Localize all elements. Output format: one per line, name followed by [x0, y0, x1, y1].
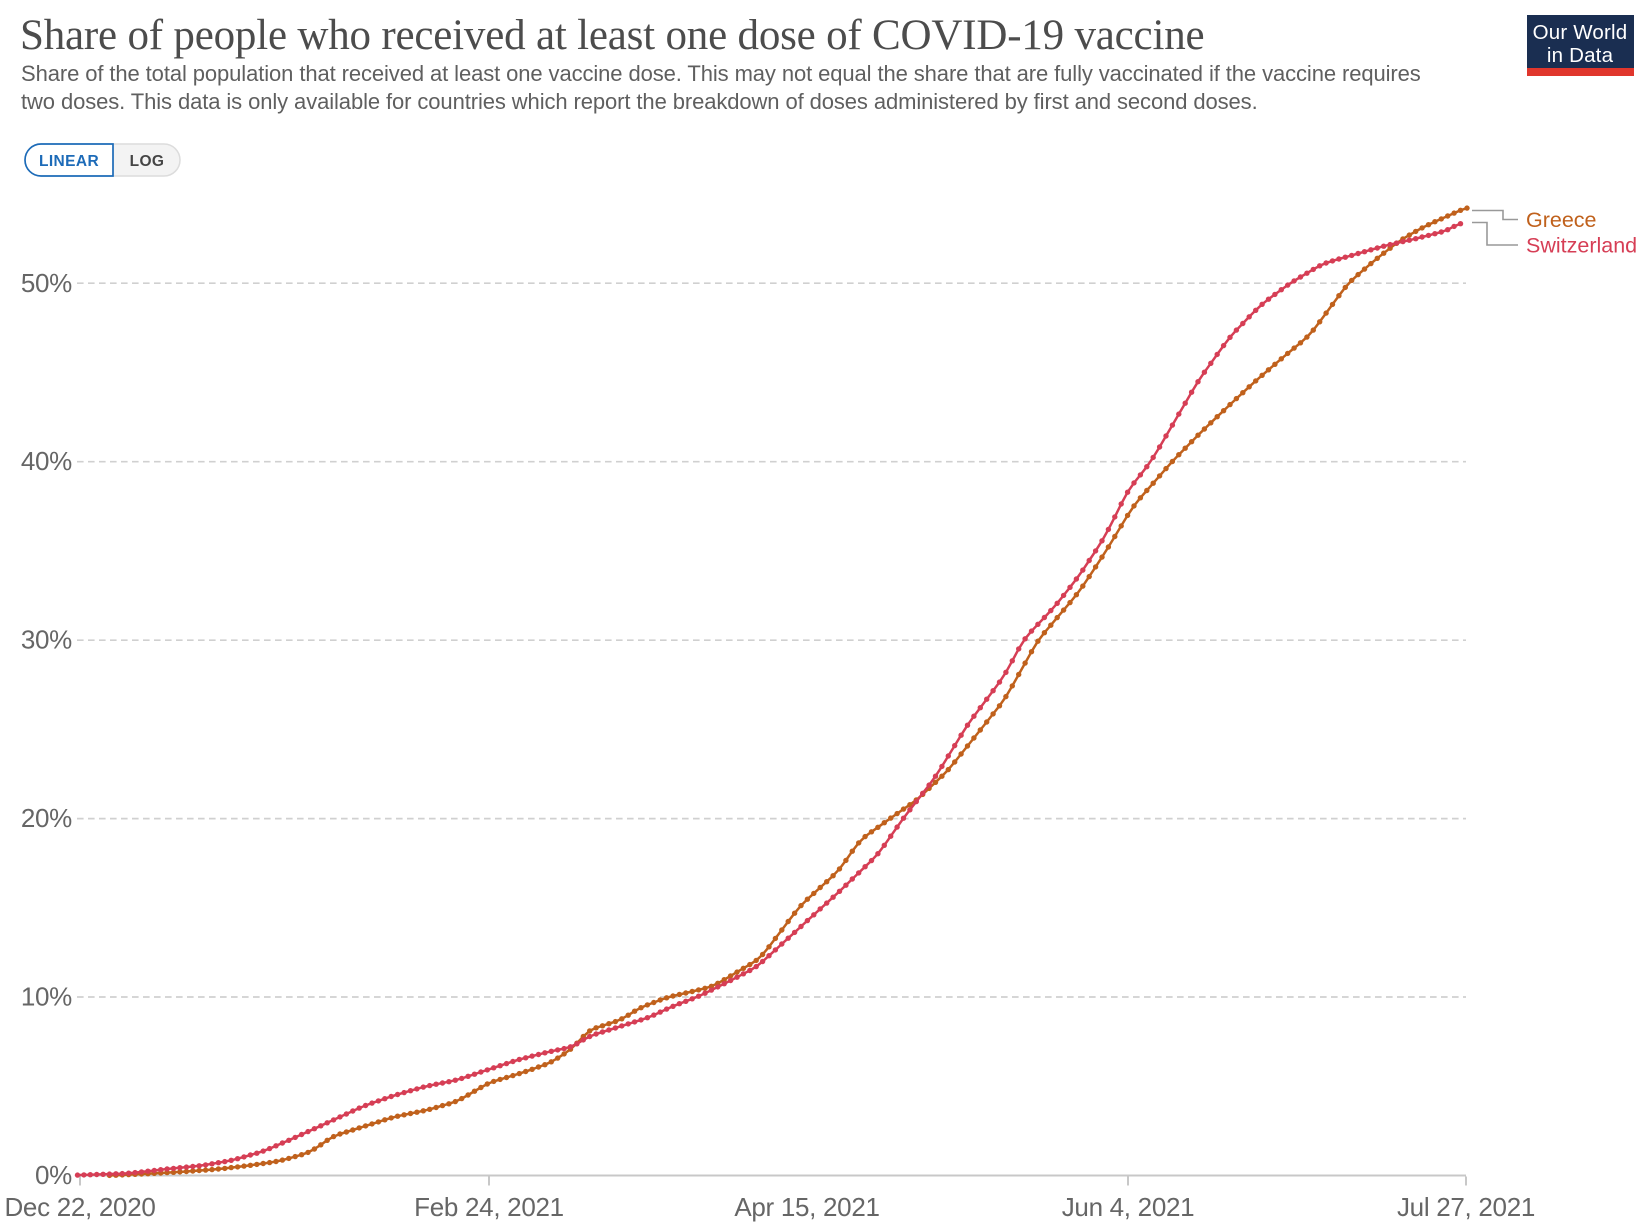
svg-text:Our World: Our World [1533, 21, 1628, 44]
svg-text:Jul 27, 2021: Jul 27, 2021 [1397, 1192, 1535, 1222]
svg-text:40%: 40% [21, 446, 72, 476]
svg-text:Apr 15, 2021: Apr 15, 2021 [734, 1192, 879, 1222]
svg-text:LOG: LOG [130, 153, 165, 170]
svg-text:30%: 30% [21, 625, 72, 655]
svg-text:Jun 4, 2021: Jun 4, 2021 [1062, 1192, 1195, 1222]
svg-text:Dec 22, 2020: Dec 22, 2020 [4, 1192, 155, 1222]
svg-text:Feb 24, 2021: Feb 24, 2021 [414, 1192, 564, 1222]
svg-text:Greece: Greece [1526, 208, 1597, 232]
svg-text:50%: 50% [21, 268, 72, 298]
svg-text:LINEAR: LINEAR [39, 153, 99, 170]
svg-text:Share of the total population: Share of the total population that recei… [21, 61, 1421, 86]
svg-text:20%: 20% [21, 803, 72, 833]
svg-text:two doses. This data is only a: two doses. This data is only available f… [21, 89, 1258, 114]
svg-text:0%: 0% [35, 1160, 72, 1190]
svg-text:Switzerland: Switzerland [1526, 234, 1637, 258]
svg-text:Share of people who received a: Share of people who received at least on… [20, 12, 1204, 59]
svg-text:10%: 10% [21, 982, 72, 1012]
svg-text:in Data: in Data [1547, 44, 1614, 67]
